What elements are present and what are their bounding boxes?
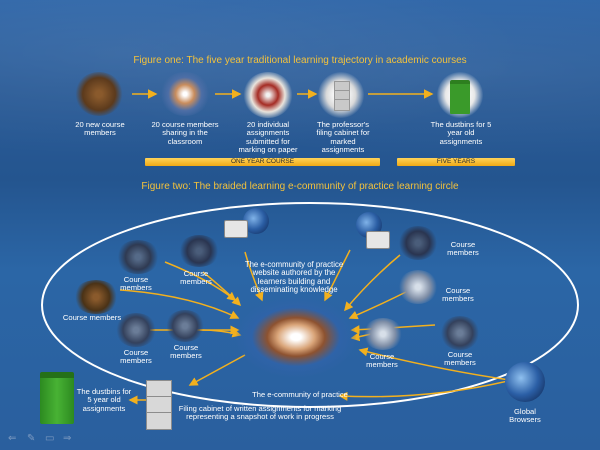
dustbin-icon	[450, 80, 470, 114]
back-nav-icon[interactable]: ⇐	[8, 433, 17, 444]
course-members-label: Course members	[180, 269, 212, 287]
course-members-photo	[440, 316, 480, 350]
course-members-label: Course members	[170, 343, 202, 361]
arrow-icon	[324, 249, 351, 302]
dustbin-photo	[437, 72, 483, 118]
figure-two-title: Figure two: The braided learning e-commu…	[141, 181, 459, 192]
course-members-photo	[398, 226, 438, 260]
course-members-label: Course members	[447, 240, 479, 258]
arrow-icon	[338, 379, 513, 401]
community-hands-photo	[236, 297, 356, 377]
filing-cabinet-icon	[146, 380, 172, 430]
arrow-icon	[344, 254, 401, 312]
arrow-icon	[244, 251, 264, 302]
arrow-icon	[358, 347, 511, 381]
forward-nav-icon[interactable]: ⇒	[63, 433, 72, 444]
course-members-label: Course members	[442, 286, 474, 304]
course-members-photo	[116, 240, 160, 274]
figure-one-title: Figure one: The five year traditional le…	[133, 55, 467, 66]
filing-cabinet-photo	[318, 72, 364, 118]
pen-nav-icon[interactable]: ✎	[27, 433, 36, 444]
community-label: The e-community of practice	[252, 390, 348, 399]
step-3-label: 20 individual assignments submitted for …	[238, 120, 298, 155]
arrow-icon	[188, 354, 246, 386]
course-members-label: Course members	[62, 313, 122, 322]
menu-nav-icon[interactable]: ▭	[45, 433, 55, 444]
dustbin-label: The dustbins for 5 year old assignments	[76, 387, 132, 413]
course-members-label: Course members	[120, 348, 152, 366]
course-members-photo	[165, 310, 205, 342]
books-photo	[243, 72, 293, 118]
course-members-photo	[178, 235, 220, 267]
course-members-label: Course members	[120, 275, 152, 293]
laptop-icon	[366, 231, 390, 249]
course-members-photo	[398, 270, 438, 304]
step-5-label: The dustbins for 5 year old assignments	[430, 120, 492, 146]
global-browsers-label: Global Browsers	[509, 407, 541, 425]
five-years-bar: FIVE YEARS	[397, 158, 515, 166]
laptop-icon	[224, 220, 248, 238]
dustbin-icon	[40, 372, 74, 424]
crowd-photo	[75, 72, 123, 116]
community-circle	[41, 202, 579, 408]
course-members-photo	[115, 313, 157, 347]
arrow-icon	[202, 271, 242, 307]
course-members-label: Course members	[444, 350, 476, 368]
arrow-icon	[119, 289, 240, 319]
website-text: The e-community of practice website auth…	[244, 260, 344, 295]
course-members-photo	[363, 318, 403, 350]
step-4-label: The professor's filing cabinet for marke…	[316, 120, 370, 155]
globe-icon	[505, 362, 545, 402]
step-1-label: 20 new course members	[75, 120, 125, 138]
step-2-label: 20 course members sharing in the classro…	[151, 120, 219, 146]
one-year-course-bar: ONE YEAR COURSE	[145, 158, 380, 166]
hands-photo	[160, 72, 210, 116]
filing-cabinet-icon	[334, 81, 350, 111]
course-members-label: Course members	[366, 352, 398, 370]
course-members-photo	[73, 280, 119, 314]
cabinet-label: Filing cabinet of written assignments fo…	[178, 404, 342, 422]
